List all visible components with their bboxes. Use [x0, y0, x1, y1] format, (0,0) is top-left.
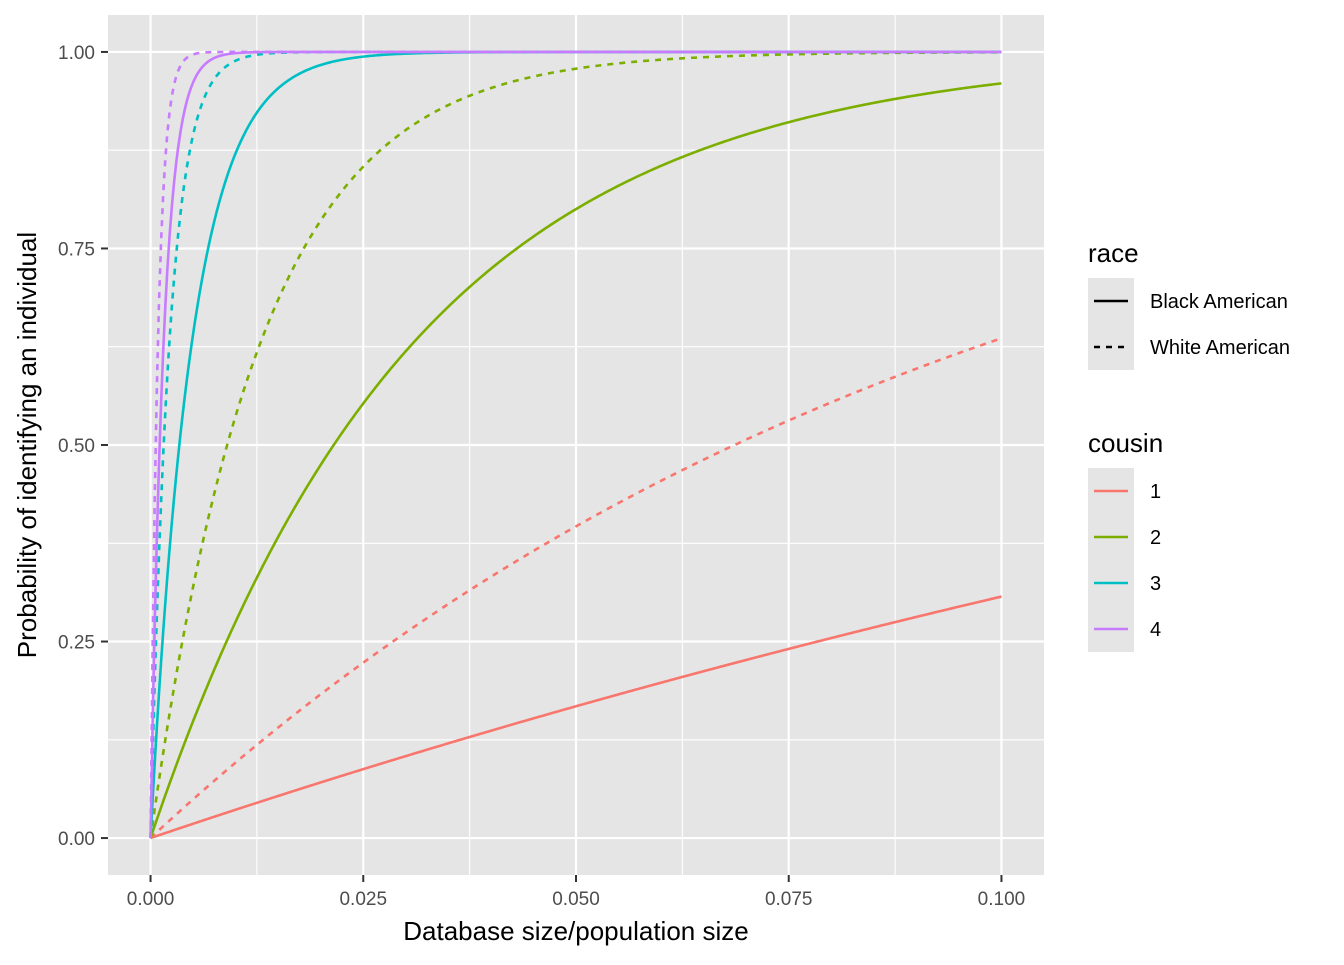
legend-label: 4 [1150, 619, 1161, 641]
legend-label: 2 [1150, 527, 1161, 549]
legend-title-cousin: cousin [1088, 428, 1163, 458]
y-tick-label: 0.25 [58, 633, 95, 654]
x-tick-label: 0.075 [765, 889, 813, 910]
x-axis: 0.000 0.025 0.050 0.075 0.100 [127, 875, 1025, 910]
y-axis-title: Probability of identifying an individual [12, 232, 42, 658]
legend-label: 3 [1150, 573, 1161, 595]
y-tick-label: 1.00 [58, 43, 95, 64]
series-line-cousin-1-white-american [149, 337, 1002, 840]
series-lines [149, 50, 1002, 840]
legend-title-race: race [1088, 238, 1139, 268]
legend-label: Black American [1150, 291, 1288, 313]
series-line-cousin-2-black-american [149, 82, 1002, 839]
y-axis: 0.00 0.25 0.50 0.75 1.00 [58, 43, 108, 850]
series-line-cousin-1-black-american [150, 595, 1002, 840]
y-tick-label: 0.50 [58, 436, 95, 457]
x-tick-label: 0.025 [339, 889, 387, 910]
series-line-cousin-4-white-american [149, 50, 1002, 839]
y-tick-label: 0.00 [58, 829, 95, 850]
x-axis-title: Database size/population size [403, 916, 748, 946]
x-tick-label: 0.000 [127, 889, 175, 910]
x-tick-label: 0.050 [552, 889, 600, 910]
y-tick-label: 0.75 [58, 239, 95, 260]
x-tick-label: 0.100 [978, 889, 1026, 910]
legend-label: 1 [1150, 481, 1161, 503]
legend: race Black American White American cousin 1 2… [1088, 238, 1290, 652]
legend-label: White American [1150, 337, 1290, 359]
